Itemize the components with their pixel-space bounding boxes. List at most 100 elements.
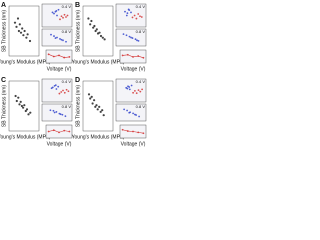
data-point: [130, 84, 133, 87]
data-point: [23, 29, 26, 33]
data-point: [139, 15, 141, 18]
panel-label: B: [75, 2, 80, 9]
data-point: [137, 89, 140, 92]
data-point: [64, 115, 67, 118]
data-point: [95, 104, 98, 107]
panel-label: A: [1, 2, 6, 9]
plot-frame: [115, 3, 147, 28]
annotation: 0.8 V: [62, 29, 72, 34]
annotation: 0.4 V: [136, 4, 146, 9]
annotation: 0.8 V: [62, 104, 72, 109]
data-point: [87, 17, 90, 20]
data-point: [65, 16, 67, 18]
data-point: [132, 56, 134, 58]
data-point: [132, 112, 135, 115]
data-point: [89, 97, 92, 100]
y-axis-label: SB Thickness (nm): [1, 85, 7, 127]
plot-frame: [41, 78, 73, 103]
data-point: [59, 113, 62, 116]
data-point: [27, 113, 30, 116]
data-point: [131, 37, 134, 39]
data-point: [134, 89, 136, 92]
data-point: [99, 110, 102, 113]
annotation: 0.8 V: [136, 104, 146, 109]
data-point: [25, 108, 29, 111]
data-point: [49, 109, 52, 112]
data-point: [68, 56, 71, 58]
data-point: [131, 16, 134, 19]
data-point: [130, 11, 132, 14]
data-point: [142, 56, 145, 59]
data-point: [125, 14, 128, 17]
data-point: [55, 111, 58, 113]
data-point: [134, 113, 136, 116]
annotation: 0.8 V: [136, 29, 146, 34]
data-point: [137, 55, 140, 57]
data-point: [126, 53, 129, 56]
data-point: [96, 108, 99, 111]
y-axis-label: SB Thickness (nm): [75, 85, 81, 127]
data-point: [128, 86, 131, 88]
x-axis-label: Voltage (V): [121, 141, 146, 147]
data-point: [26, 33, 29, 36]
data-point: [57, 8, 60, 11]
data-point: [52, 109, 55, 112]
data-point: [19, 100, 22, 103]
y-axis-label: SB Thickness (nm): [75, 10, 81, 52]
data-point: [47, 53, 50, 56]
data-point: [56, 36, 58, 39]
data-point: [121, 54, 124, 57]
data-point: [22, 106, 25, 109]
data-point: [58, 54, 60, 57]
x-axis-label: Young's Modulus (MPa): [0, 59, 51, 65]
data-point: [141, 88, 144, 91]
data-point: [55, 88, 58, 90]
data-point: [18, 103, 21, 106]
data-point: [136, 39, 138, 42]
data-point: [58, 131, 60, 134]
data-point: [128, 35, 131, 38]
data-point: [18, 23, 21, 26]
data-point: [56, 14, 58, 17]
data-point: [134, 38, 137, 41]
data-point: [59, 18, 61, 21]
data-point: [62, 39, 64, 42]
data-point: [101, 109, 104, 112]
data-point: [138, 115, 141, 118]
data-point: [95, 28, 98, 31]
data-point: [87, 93, 91, 96]
annotation: 0.4 V: [62, 4, 72, 9]
data-point: [130, 36, 132, 39]
data-point: [51, 11, 54, 14]
data-point: [13, 21, 17, 24]
data-point: [137, 131, 140, 134]
data-point: [93, 24, 96, 28]
x-axis-label: Voltage (V): [47, 141, 72, 147]
figure: A SB Thickness (nm) Young's Modulus (MPa) 0…: [0, 2, 147, 147]
data-point: [94, 105, 97, 108]
data-point: [68, 130, 71, 133]
data-point: [60, 38, 63, 41]
data-point: [124, 10, 126, 13]
data-point: [22, 34, 25, 37]
plot-frame: [82, 80, 114, 132]
data-point: [50, 33, 52, 36]
data-point: [17, 96, 20, 99]
data-point: [128, 88, 131, 91]
data-point: [63, 129, 66, 132]
data-point: [126, 87, 129, 90]
data-point: [55, 10, 58, 12]
data-point: [54, 37, 57, 39]
data-point: [90, 95, 93, 98]
data-point: [60, 15, 63, 18]
data-point: [53, 35, 55, 37]
plot-frame: [45, 49, 73, 64]
data-point: [15, 25, 18, 28]
data-point: [50, 87, 53, 90]
data-point: [16, 17, 20, 20]
data-point: [135, 17, 138, 20]
data-point: [66, 14, 69, 17]
data-point: [126, 109, 128, 112]
data-point: [23, 104, 26, 107]
data-point: [133, 14, 136, 17]
